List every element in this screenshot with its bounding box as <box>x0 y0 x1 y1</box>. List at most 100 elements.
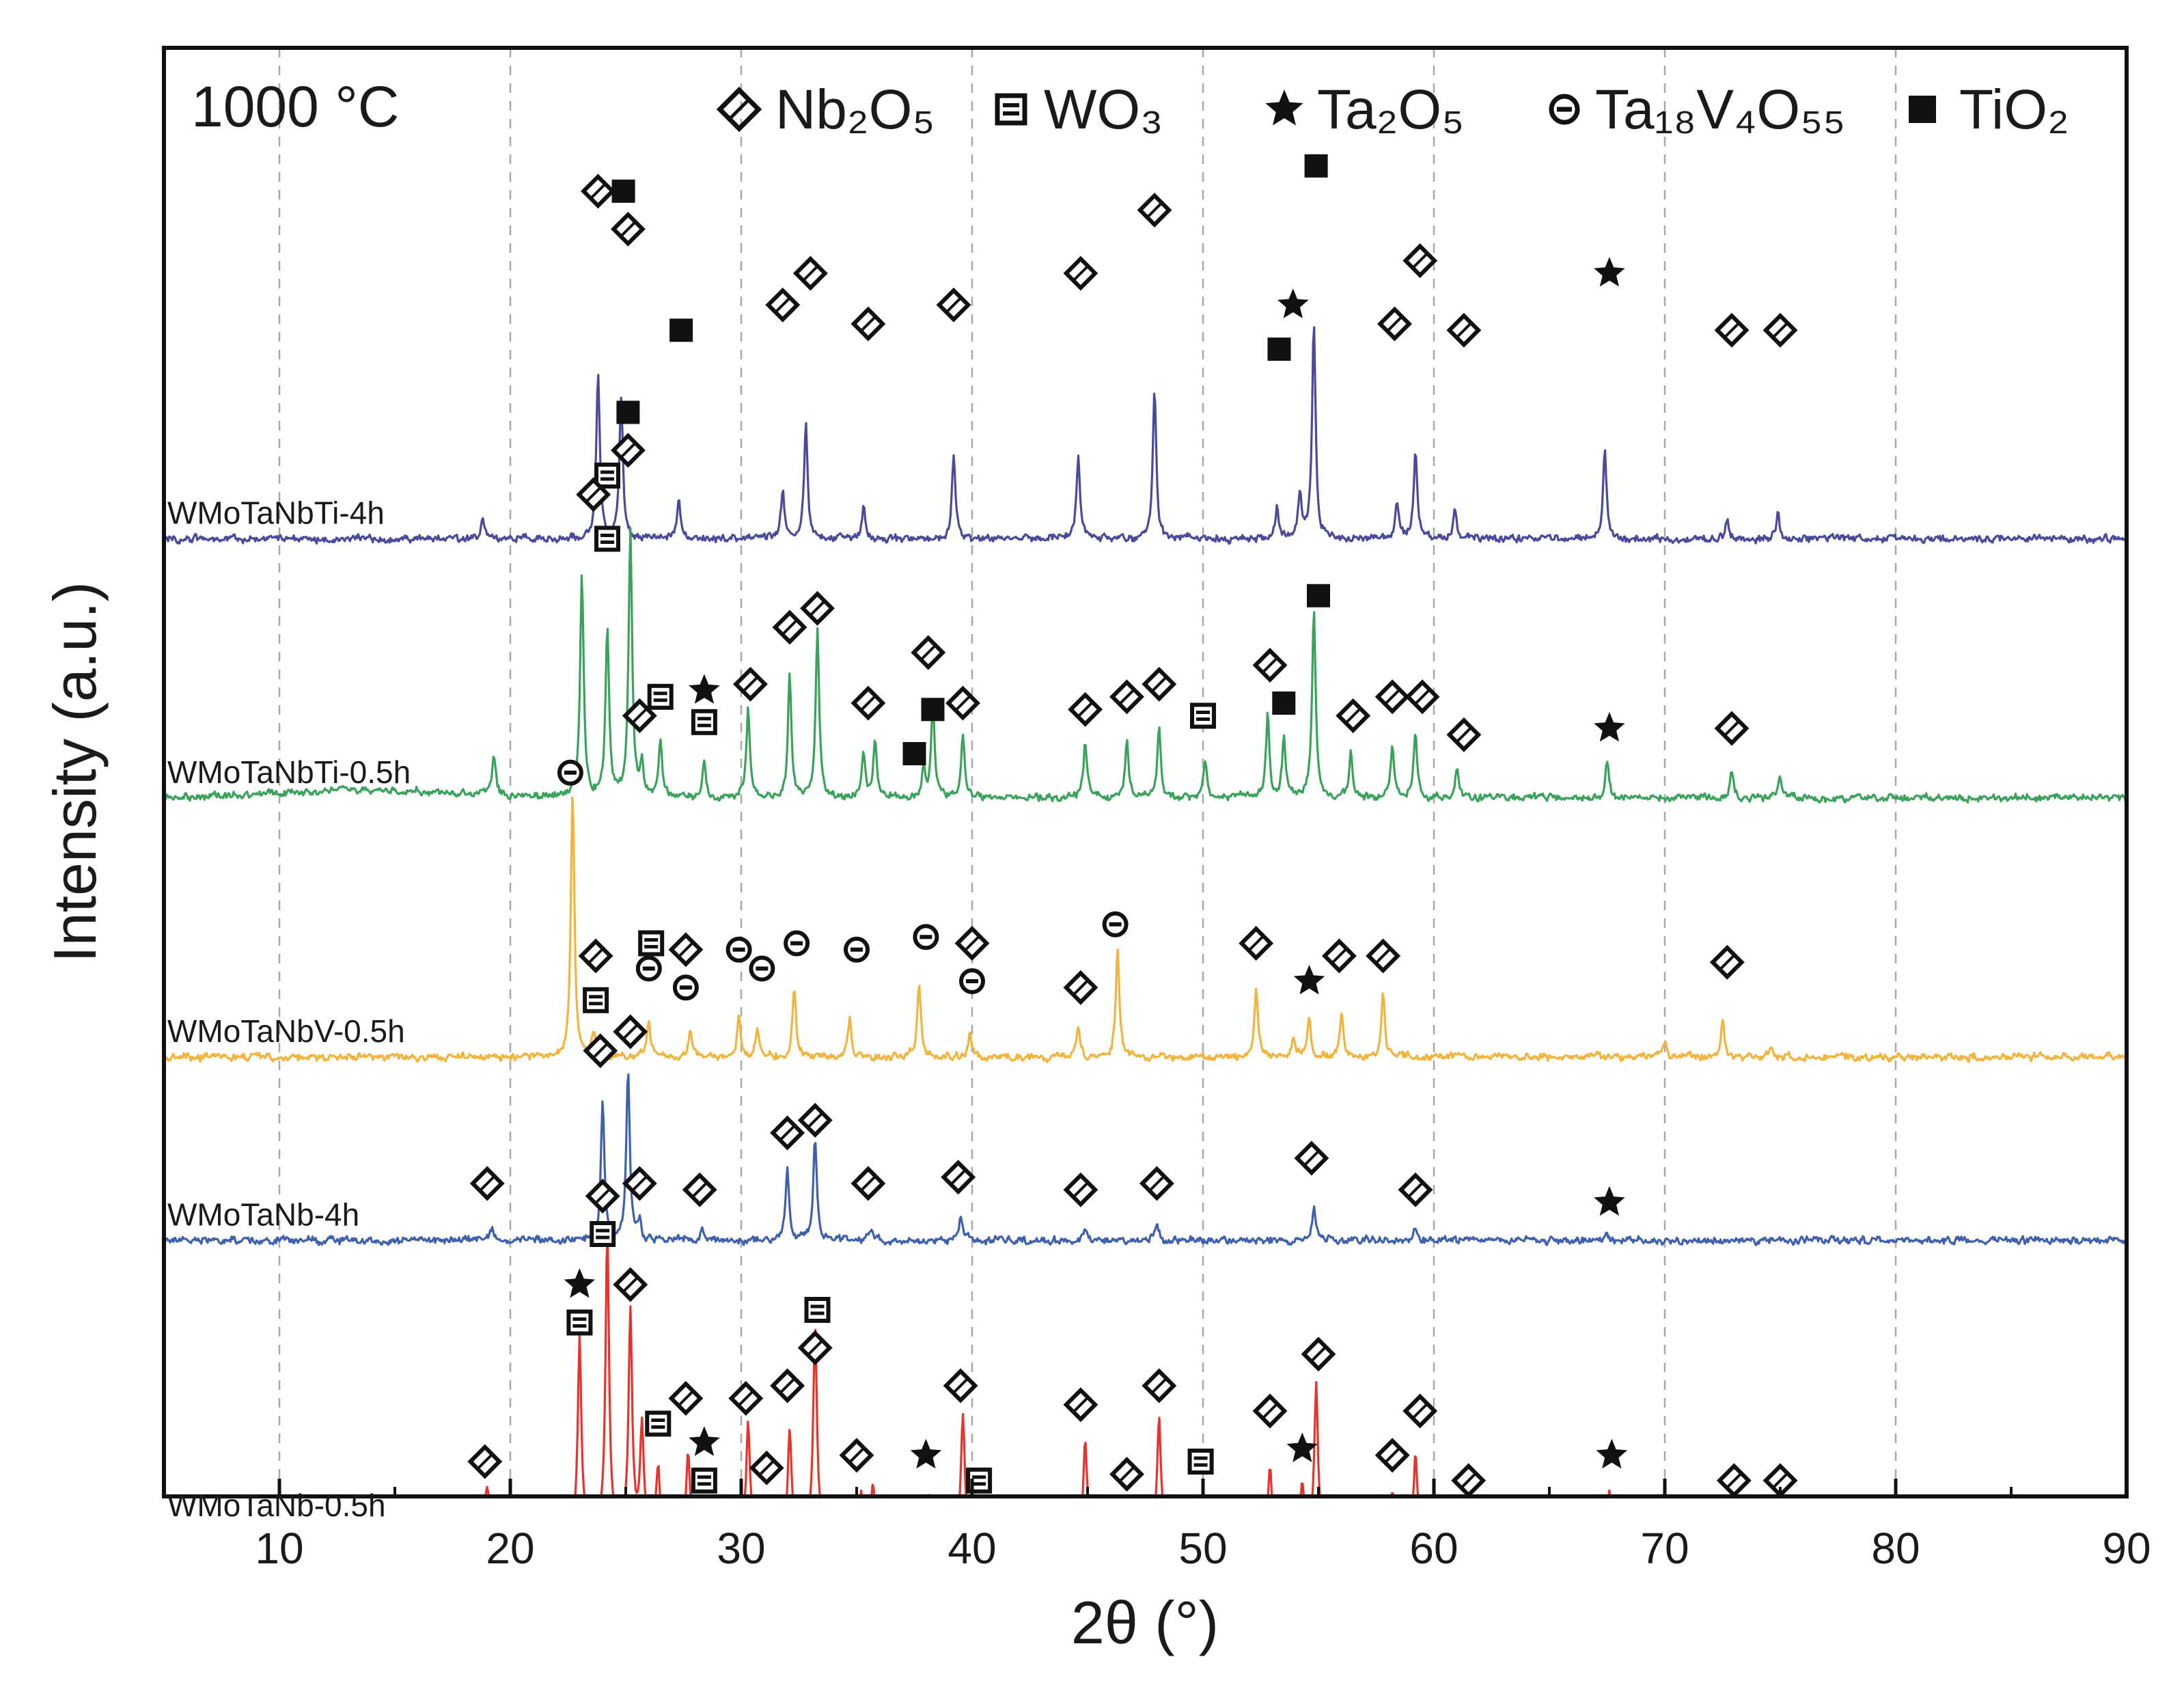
diamond-marker <box>1063 1387 1098 1423</box>
legend: Nb₂O₅ WO₃ Ta₂O₅ Ta₁₈V₄O₅₅ TiO₂ <box>716 79 2069 141</box>
diamond-slash <box>1310 1345 1327 1363</box>
chart-title: 1000 °C <box>191 74 399 139</box>
diamond-slash <box>1072 1396 1090 1414</box>
box-marker <box>590 1221 616 1247</box>
diamond-marker <box>578 938 613 974</box>
diamond-marker <box>1239 926 1274 961</box>
diamond-slash <box>1771 321 1789 339</box>
box-outline <box>638 930 665 957</box>
diamond-marker <box>1063 256 1098 291</box>
diamond-marker <box>792 256 828 291</box>
diamond-slash <box>1072 1181 1090 1198</box>
star-shape <box>689 674 720 704</box>
square-shape <box>1307 584 1330 607</box>
box-outline <box>691 1467 717 1494</box>
diamond-slash <box>1077 700 1094 718</box>
diamond-marker <box>749 1450 784 1485</box>
diamond-marker <box>682 1172 717 1207</box>
x-tick-label: 80 <box>1871 1524 1920 1573</box>
diamond-slash <box>1146 202 1163 219</box>
diamond-marker <box>1402 243 1438 278</box>
diamond-marker <box>851 685 886 721</box>
star-shape <box>689 1426 720 1456</box>
star-marker <box>1594 712 1625 742</box>
diamond-slash <box>1718 953 1736 971</box>
diamond-slash <box>1330 947 1348 965</box>
diamond-slash <box>631 1175 648 1192</box>
box-outline <box>647 683 674 710</box>
box-outline <box>645 1410 672 1437</box>
legend-label-ta18v4o55: Ta₁₈V₄O₅₅ <box>1595 79 1845 141</box>
diamond-marker <box>770 1368 805 1403</box>
box-marker <box>1187 1449 1214 1475</box>
square-marker <box>611 179 635 203</box>
box-marker <box>691 709 717 735</box>
star-shape <box>1596 1438 1628 1469</box>
box-marker <box>691 1467 717 1494</box>
diamond-slash <box>478 1175 496 1192</box>
star-marker <box>1596 1438 1628 1469</box>
diamond-slash <box>945 296 963 314</box>
diamond-slash <box>589 182 607 200</box>
star-marker <box>1277 288 1309 318</box>
square-marker <box>902 742 926 765</box>
diamond-slash <box>1723 321 1741 339</box>
diamond-marker <box>936 287 971 323</box>
box-marker <box>594 463 620 489</box>
star-shape <box>1293 965 1325 995</box>
legend-entry-nb2o5: Nb₂O₅ <box>716 79 935 141</box>
box-marker <box>647 683 674 710</box>
circle-marker <box>913 924 939 950</box>
star-shape <box>1277 288 1309 318</box>
diamond-marker <box>622 698 657 733</box>
diamond-slash <box>1383 1447 1401 1464</box>
diamond-slash <box>1455 726 1473 743</box>
diamond-slash <box>677 1390 695 1407</box>
legend-label-ta2o5: Ta₂O₅ <box>1317 79 1464 141</box>
diamond-slash <box>677 941 695 959</box>
diamond-marker <box>1139 1166 1174 1201</box>
legend-label-nb2o5: Nb₂O₅ <box>775 79 935 141</box>
diamond-marker <box>610 433 646 468</box>
diamond-marker <box>1109 679 1144 715</box>
plot-frame <box>162 46 2129 1498</box>
box-outline <box>566 1309 593 1336</box>
series-line <box>164 796 2127 1064</box>
diamond-marker <box>851 306 886 342</box>
diamond-marker <box>1063 1172 1098 1207</box>
diamond-marker <box>1063 970 1098 1005</box>
circle-marker <box>725 936 752 963</box>
legend-label-tio2: TiO₂ <box>1959 79 2069 141</box>
diamond-slash <box>950 1168 967 1186</box>
diamond-marker <box>941 1160 976 1195</box>
diamond-icon <box>716 86 762 133</box>
diamond-slash <box>742 675 759 693</box>
diamond-marker <box>583 1033 618 1069</box>
diamond-marker <box>668 932 704 968</box>
diamond-marker <box>1336 698 1371 733</box>
diamond-slash <box>1150 1377 1168 1395</box>
square-icon <box>1909 96 1936 123</box>
x-tick-label: 70 <box>1640 1524 1689 1573</box>
square-marker <box>669 318 693 342</box>
diamond-marker <box>1252 1393 1288 1429</box>
star-shape <box>1594 1186 1625 1216</box>
star-marker <box>1286 1432 1318 1462</box>
diamond-marker <box>1137 193 1172 228</box>
diamond-slash <box>1261 1402 1279 1420</box>
diamond-marker <box>467 1444 503 1479</box>
star-shape <box>1594 257 1625 287</box>
x-tick-label: 50 <box>1178 1524 1227 1573</box>
circle-minus-icon <box>1549 94 1580 125</box>
diamond-marker <box>797 1330 833 1365</box>
x-tick-label: 10 <box>255 1524 303 1573</box>
diamond-slash <box>1725 1472 1743 1490</box>
box-marker <box>583 987 609 1013</box>
diamond-slash <box>622 1023 639 1041</box>
box-marker <box>1190 702 1216 729</box>
diamond-slash <box>1413 688 1431 706</box>
diamond-slash <box>1386 315 1403 333</box>
diamond-marker <box>733 666 768 702</box>
square-shape <box>669 318 693 342</box>
